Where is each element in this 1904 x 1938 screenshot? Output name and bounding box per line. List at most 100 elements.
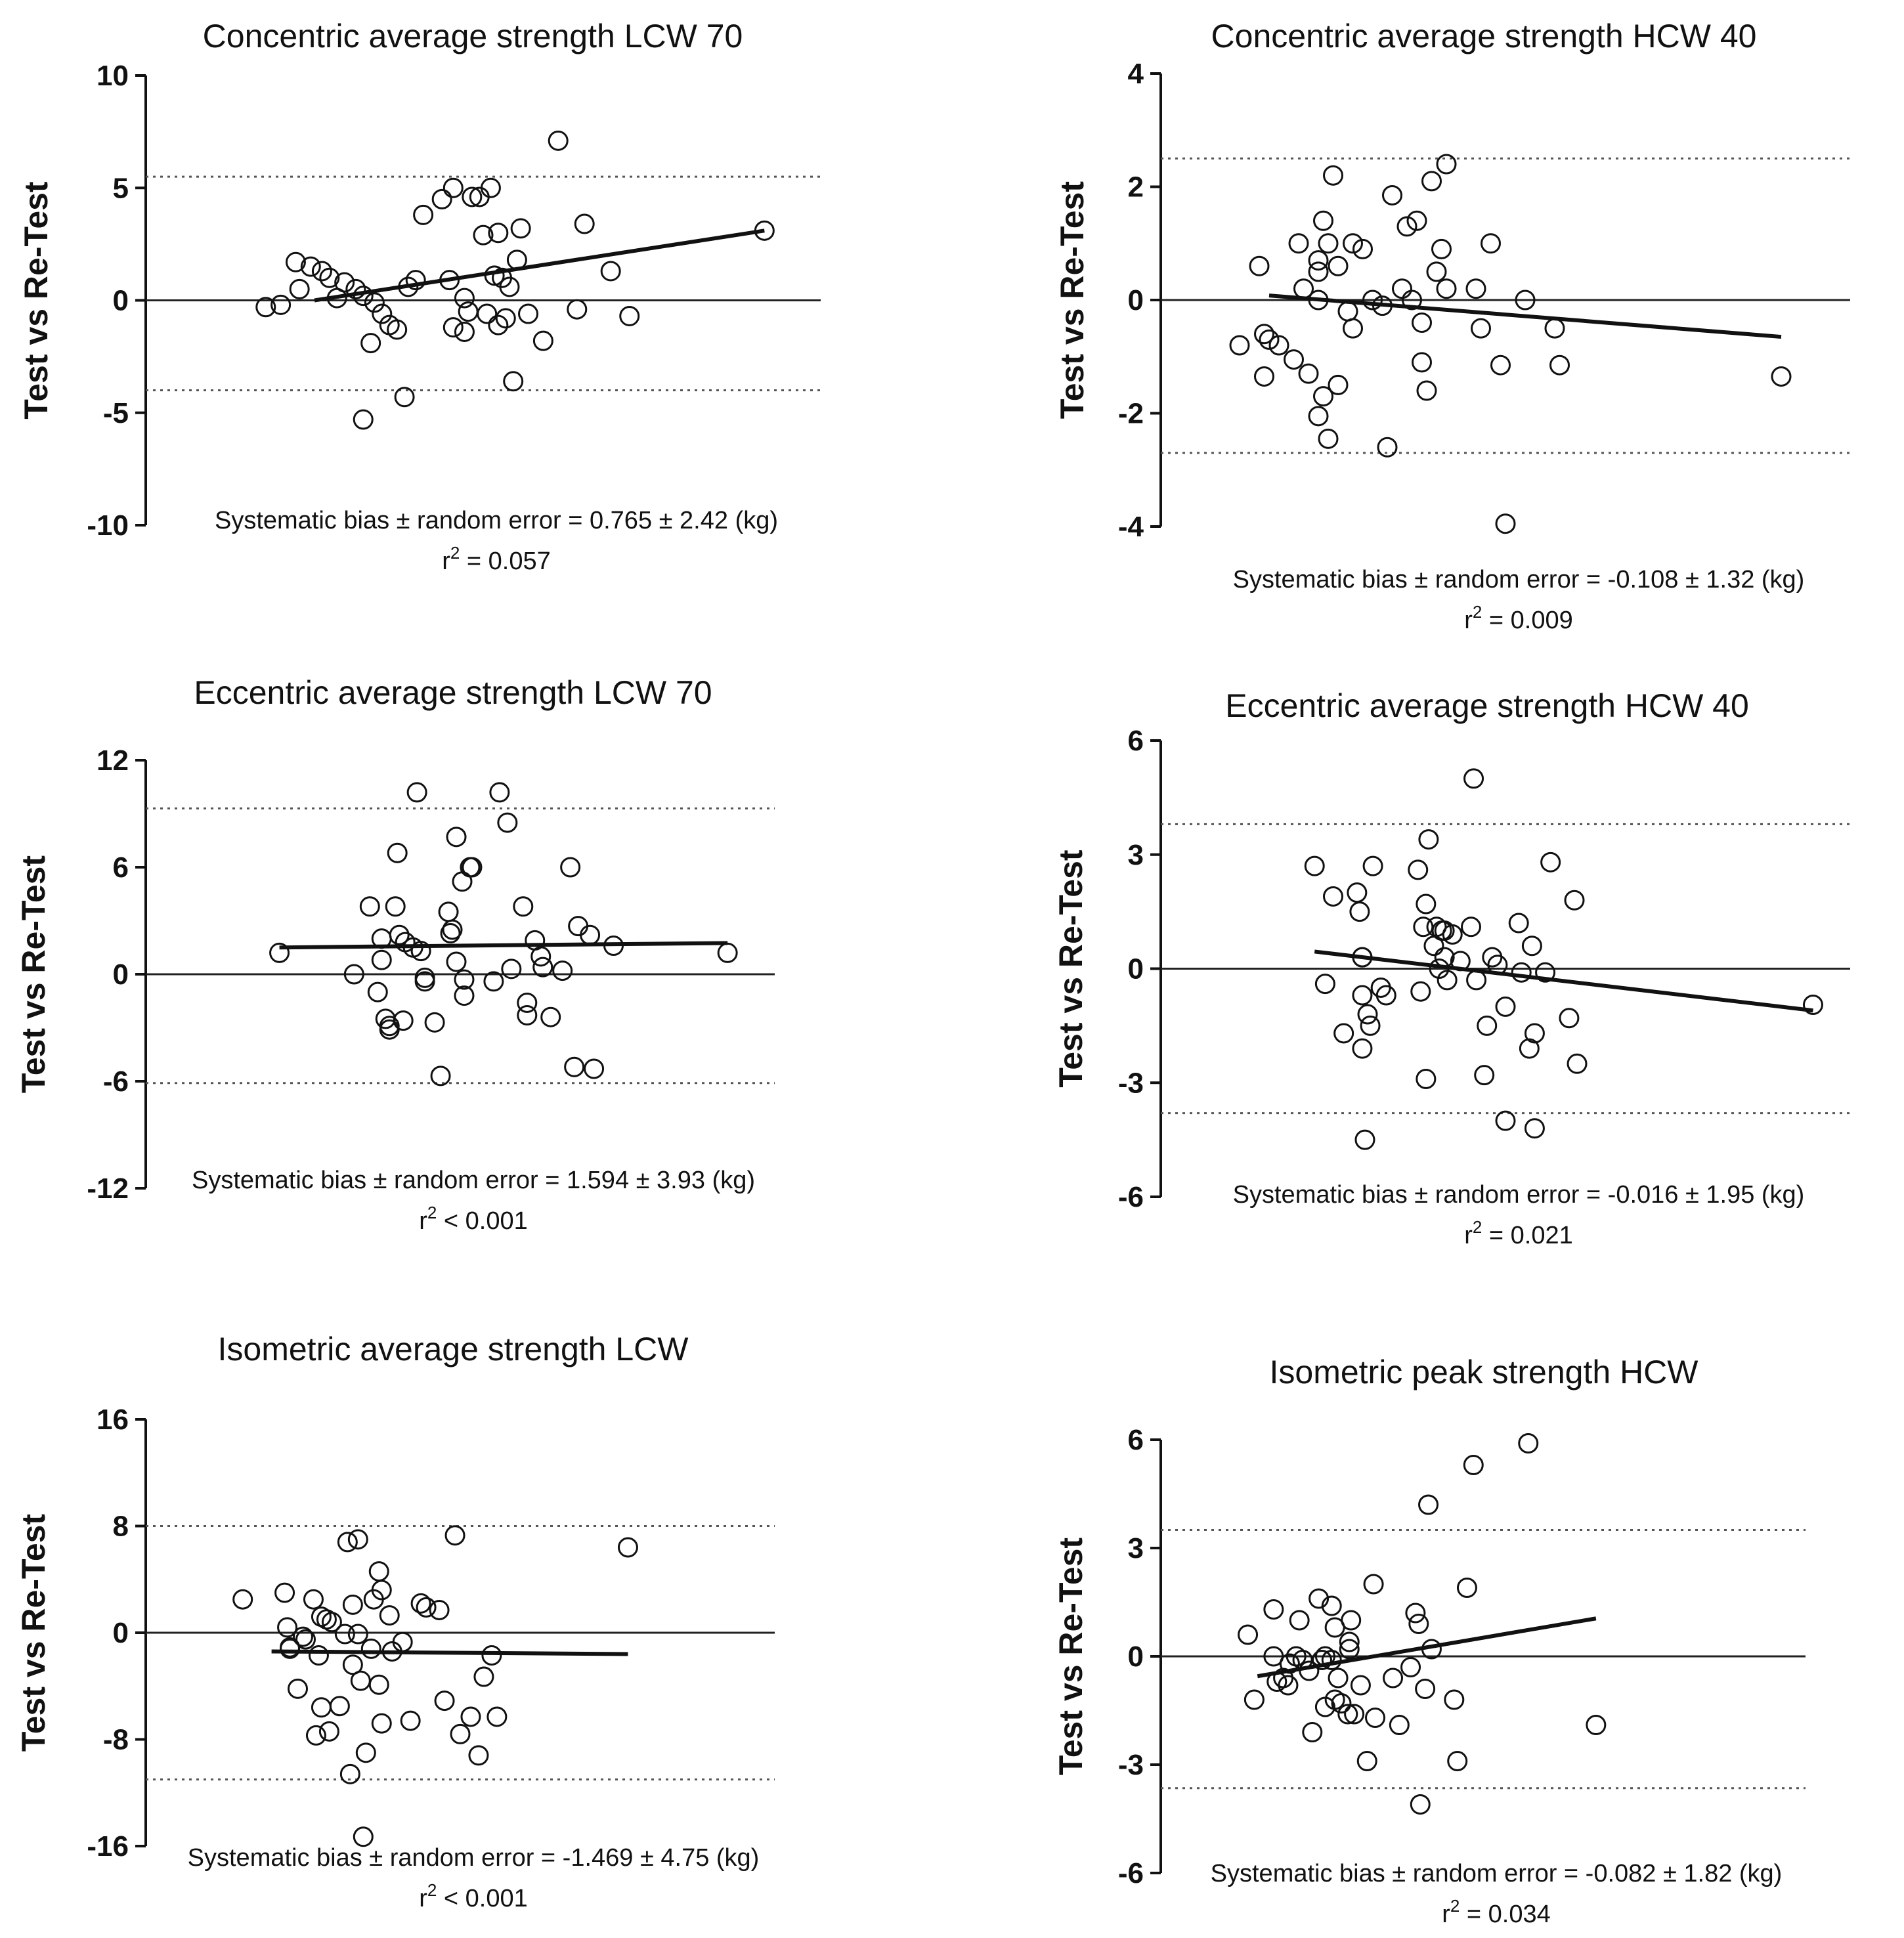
y-tick-label: 0	[1128, 284, 1144, 316]
data-point	[375, 1008, 396, 1029]
data-point	[442, 919, 463, 940]
data-point	[1389, 1715, 1410, 1735]
y-tick-label: 0	[113, 285, 129, 317]
data-point	[1535, 962, 1556, 983]
data-point	[1337, 301, 1358, 322]
r-squared-statistic: r2 = 0.009	[1464, 602, 1573, 634]
data-point	[410, 1593, 431, 1614]
data-point	[1544, 318, 1565, 339]
data-point	[446, 827, 467, 848]
data-point	[1278, 1675, 1299, 1696]
data-point	[1328, 255, 1349, 276]
data-point	[277, 1617, 298, 1638]
chart-title: Eccentric average strength LCW 70	[194, 674, 712, 711]
data-point	[1495, 1110, 1516, 1131]
data-point	[1339, 1631, 1360, 1652]
data-point	[1298, 363, 1319, 384]
data-point	[1349, 901, 1370, 922]
data-point	[1362, 855, 1383, 876]
data-point	[1323, 886, 1343, 907]
data-point	[1238, 1624, 1259, 1645]
data-point	[387, 842, 408, 863]
data-point	[483, 971, 504, 992]
bias-statistic: Systematic bias ± random error = 1.594 ±…	[192, 1167, 755, 1194]
data-point	[347, 1624, 368, 1645]
data-point	[1362, 290, 1383, 311]
data-point	[394, 387, 415, 408]
data-point	[1456, 1578, 1477, 1598]
y-tick-label: -2	[1118, 398, 1144, 430]
data-point	[1323, 165, 1343, 186]
data-point	[393, 1010, 414, 1031]
data-point	[1313, 210, 1333, 231]
bias-statistic: Systematic bias ± random error = -0.016 …	[1233, 1181, 1805, 1209]
data-point	[1431, 238, 1452, 259]
data-point	[350, 1670, 371, 1691]
data-point	[443, 177, 464, 198]
data-point	[321, 1612, 342, 1633]
data-point	[368, 1561, 389, 1582]
data-point	[424, 1012, 445, 1033]
data-point	[1375, 985, 1396, 1006]
data-point	[337, 1532, 358, 1553]
data-point	[1559, 1008, 1580, 1029]
data-point	[1229, 335, 1250, 356]
data-point	[1442, 924, 1463, 945]
data-point	[371, 949, 392, 970]
data-point	[1524, 1023, 1545, 1044]
data-point	[1363, 1574, 1384, 1595]
data-point	[619, 305, 640, 326]
data-point	[1406, 210, 1427, 231]
y-tick-label: 16	[97, 1404, 129, 1436]
data-point	[285, 251, 306, 272]
data-point	[371, 1713, 392, 1734]
data-point	[405, 270, 426, 291]
data-point	[552, 960, 573, 981]
y-tick-label: 10	[97, 60, 129, 92]
r-squared-statistic: r2 < 0.001	[419, 1880, 528, 1912]
data-point	[1328, 1668, 1349, 1689]
data-point	[454, 969, 475, 990]
data-point	[440, 923, 461, 944]
data-point	[513, 896, 534, 917]
y-tick-label: 6	[1128, 725, 1144, 757]
data-point	[1328, 374, 1349, 395]
data-point	[530, 946, 552, 967]
data-point	[1463, 1455, 1484, 1475]
data-point	[1421, 171, 1442, 192]
data-point	[1437, 970, 1458, 991]
data-point	[334, 1624, 355, 1645]
data-point	[367, 981, 388, 1002]
data-point	[1392, 278, 1412, 299]
data-point	[503, 371, 524, 392]
data-point	[488, 314, 509, 335]
data-point	[462, 186, 483, 207]
y-tick-label: -6	[1118, 1181, 1144, 1213]
data-point	[413, 204, 434, 225]
data-point	[410, 941, 431, 962]
data-point	[584, 1058, 605, 1079]
y-tick-label: -3	[1118, 1067, 1144, 1099]
data-point	[1288, 233, 1309, 254]
data-point	[1418, 1494, 1439, 1515]
data-point	[319, 267, 340, 288]
data-point	[1447, 1751, 1468, 1771]
data-point	[1410, 981, 1431, 1002]
r-squared-statistic: r2 = 0.021	[1464, 1217, 1573, 1249]
y-tick-label: -3	[1118, 1749, 1144, 1781]
data-point	[1567, 1053, 1588, 1074]
y-tick-label: 4	[1128, 58, 1144, 90]
data-point	[1408, 1614, 1429, 1634]
bias-statistic: Systematic bias ± random error = -1.469 …	[188, 1844, 760, 1872]
y-tick-label: 8	[113, 1511, 129, 1543]
data-point	[1802, 995, 1823, 1016]
data-point	[311, 261, 332, 282]
y-tick-label: 0	[1128, 953, 1144, 985]
data-point	[1343, 318, 1363, 339]
y-tick-label: 6	[113, 851, 129, 884]
data-point	[438, 901, 459, 922]
data-point	[1405, 1603, 1426, 1624]
data-point	[270, 294, 292, 315]
data-point	[1412, 312, 1432, 333]
y-tick-label: -5	[103, 397, 129, 429]
